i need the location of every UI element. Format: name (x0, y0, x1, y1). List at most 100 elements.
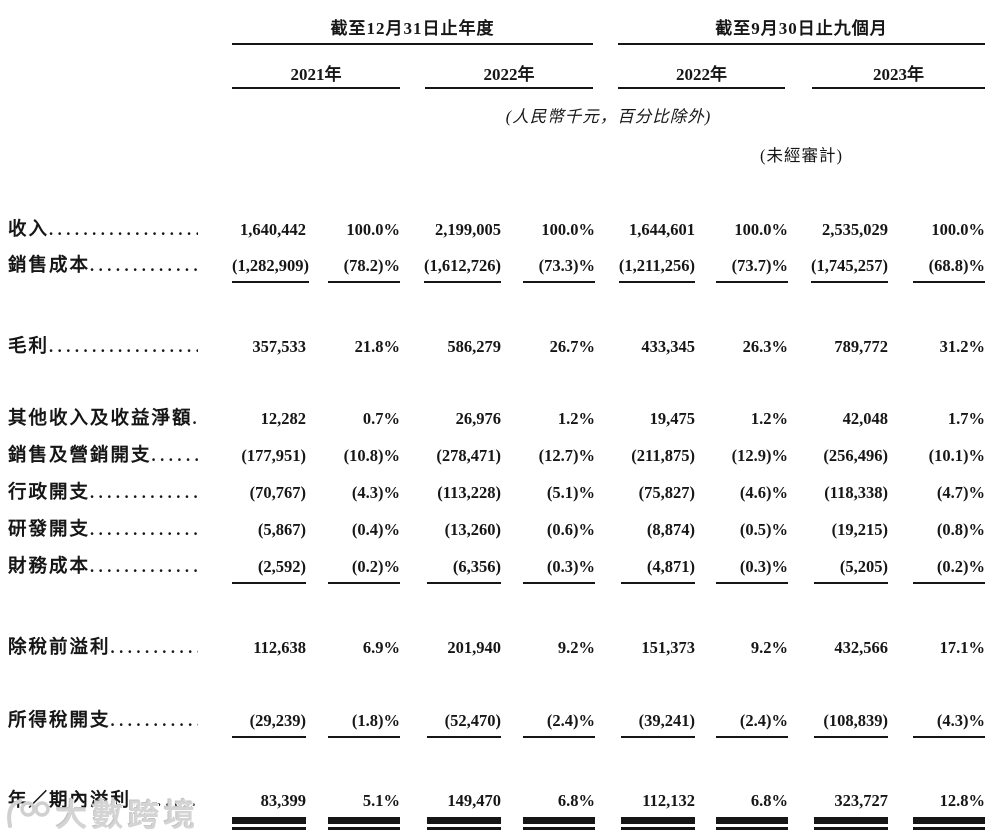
row-label: 毛利 (8, 337, 50, 357)
percent-cell: (2.4)% (695, 711, 788, 738)
percent-cell: (10.1)% (888, 446, 985, 466)
value-cell: (256,496) (788, 446, 888, 466)
percent-cell: (4.3)% (888, 711, 985, 738)
cell-value: (113,228) (437, 483, 501, 502)
percent-cell: (0.2)% (888, 557, 985, 584)
cell-value: (12.9)% (731, 446, 788, 465)
row-label: 其他收入及收益淨額 (8, 409, 193, 429)
row-label: 銷售及營銷開支 (8, 446, 152, 466)
cell-value: (10.8)% (343, 446, 400, 465)
row-label: 研發開支 (8, 520, 91, 540)
row-label: 銷售成本 (8, 256, 91, 276)
value-cell: 112,638 (232, 638, 306, 658)
value-cell: (29,239) (232, 711, 306, 738)
row-label: 財務成本 (8, 557, 91, 577)
value-cell: 151,373 (595, 638, 695, 658)
value-cell: (70,767) (232, 483, 306, 503)
dot-leader: ........................................… (110, 711, 198, 730)
cell-value: (5,205) (814, 557, 888, 584)
cell-value: (8,874) (646, 520, 695, 539)
cell-value: 6.8% (716, 791, 788, 830)
column-header-2023-9m: 2023年 (873, 65, 924, 84)
percent-cell: (0.2)% (303, 557, 400, 584)
cell-value: (4.6)% (739, 483, 788, 502)
row-label-cell: 財務成本 ...................................… (8, 552, 232, 578)
cell-value: 357,533 (252, 337, 306, 356)
value-cell: 789,772 (788, 337, 888, 357)
period-group-rule-nine-months (618, 43, 985, 45)
cell-value: (29,239) (232, 711, 306, 738)
currency-unit-note: (人民幣千元，百分比除外) (505, 107, 712, 126)
value-cell: (1,282,909) (232, 256, 309, 283)
cell-value: (0.2)% (328, 557, 400, 584)
cell-value: (0.5)% (739, 520, 788, 539)
value-cell: 112,132 (595, 791, 695, 830)
percent-cell: 31.2% (888, 337, 985, 357)
cell-value: (1,282,909) (232, 256, 309, 283)
cell-value: 83,399 (232, 791, 306, 830)
percent-cell: (0.6)% (501, 520, 595, 540)
row-label: 行政開支 (8, 483, 91, 503)
value-cell: (52,470) (400, 711, 501, 738)
value-cell: (1,612,726) (400, 256, 501, 283)
cell-value: (0.3)% (523, 557, 595, 584)
table-row: 收入 .....................................… (8, 215, 985, 241)
value-cell: (1,745,257) (788, 256, 888, 283)
table-row: 銷售及營銷開支 ................................… (8, 441, 985, 467)
cell-value: (278,471) (436, 446, 501, 465)
table-row: 其他收入及收益淨額 ..............................… (8, 404, 985, 430)
cell-value: (5,867) (257, 520, 306, 539)
cell-value: 42,048 (842, 409, 888, 428)
cell-value: (6,356) (427, 557, 501, 584)
value-cell: 1,644,601 (595, 220, 695, 240)
cell-value: 9.2% (557, 638, 595, 657)
cell-value: (68.8)% (913, 256, 985, 283)
row-label-cell: 除稅前溢利 ..................................… (8, 633, 232, 659)
percent-cell: (2.4)% (501, 711, 595, 738)
cell-value: 2,535,029 (822, 220, 888, 239)
percent-cell: 1.2% (501, 409, 595, 429)
cell-value: (2.4)% (523, 711, 595, 738)
cell-value: 1,644,601 (629, 220, 695, 239)
cell-value: 586,279 (447, 337, 501, 356)
cell-value: (19,215) (831, 520, 888, 539)
cell-value: 1.2% (750, 409, 788, 428)
cell-value: (73.3)% (523, 256, 595, 283)
cell-value: 433,345 (641, 337, 695, 356)
cell-value: 1.7% (947, 409, 985, 428)
percent-cell: (4.3)% (303, 483, 400, 503)
cell-value: (0.4)% (351, 520, 400, 539)
row-label: 所得稅開支 (8, 711, 111, 731)
value-cell: (13,260) (400, 520, 501, 540)
value-cell: 12,282 (232, 409, 306, 429)
percent-cell: 26.3% (695, 337, 788, 357)
column-header-2022-9m: 2022年 (676, 65, 727, 84)
table-row: 行政開支 ...................................… (8, 478, 985, 504)
cell-value: (73.7)% (716, 256, 788, 283)
percent-cell: 0.7% (303, 409, 400, 429)
percent-cell: 100.0% (888, 220, 985, 240)
value-cell: (1,211,256) (595, 256, 695, 283)
value-cell: 83,399 (232, 791, 306, 830)
cell-value: (13,260) (444, 520, 501, 539)
value-cell: (177,951) (232, 446, 306, 466)
cell-value: (0.3)% (716, 557, 788, 584)
cell-value: (4.3)% (351, 483, 400, 502)
value-cell: (4,871) (595, 557, 695, 584)
cell-value: 323,727 (814, 791, 888, 830)
value-cell: (6,356) (400, 557, 501, 584)
period-group-title-nine-months: 截至9月30日止九個月 (715, 19, 888, 38)
table-row: 銷售成本 ...................................… (8, 251, 985, 283)
cell-value: (0.2)% (913, 557, 985, 584)
cell-value: 112,132 (621, 791, 695, 830)
value-cell: 323,727 (788, 791, 888, 830)
cell-value: 12.8% (913, 791, 985, 830)
cell-value: 5.1% (328, 791, 400, 830)
value-cell: (5,867) (232, 520, 306, 540)
value-cell: (39,241) (595, 711, 695, 738)
cell-value: 26.7% (549, 337, 595, 356)
percent-cell: 12.8% (888, 791, 985, 830)
column-header-2022: 2022年 (483, 65, 535, 84)
cell-value: 149,470 (427, 791, 501, 830)
cell-value: 100.0% (734, 220, 788, 239)
